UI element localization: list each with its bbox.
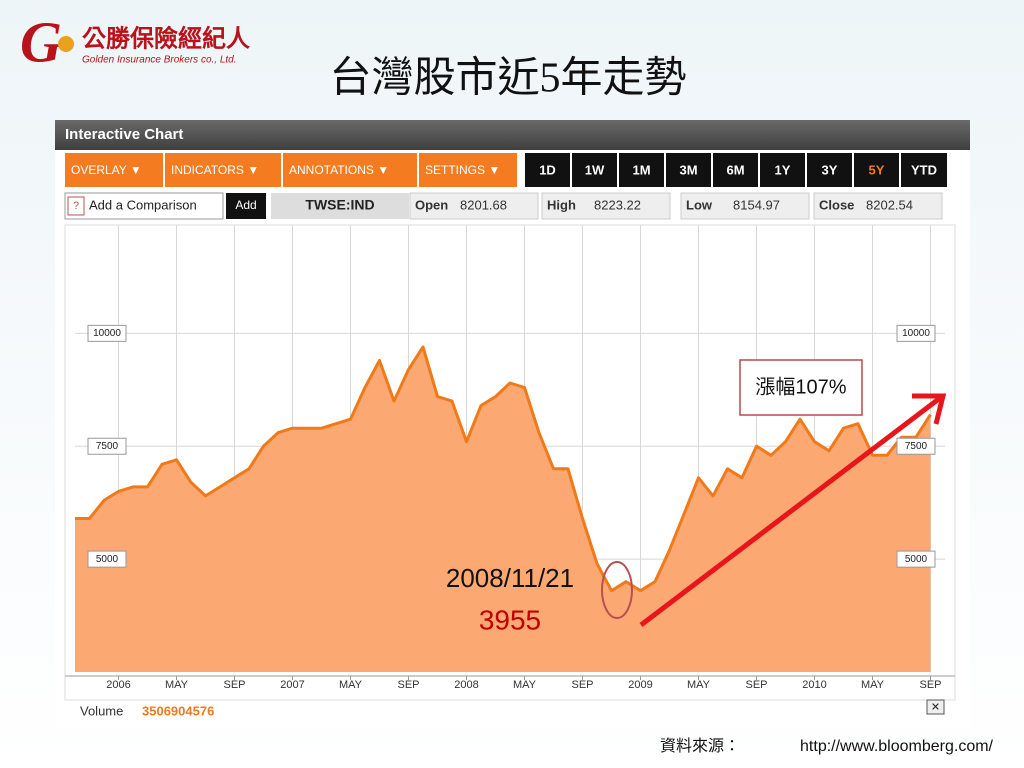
widget-header — [55, 120, 970, 150]
volume-value: 3506904576 — [142, 703, 214, 718]
x-tick-label: 2009 — [628, 679, 652, 691]
source-url: http://www.bloomberg.com/ — [800, 738, 994, 755]
range-label[interactable]: YTD — [911, 162, 937, 177]
range-label[interactable]: 1W — [585, 162, 605, 177]
source-label: 資料來源： — [660, 737, 740, 755]
quote-box — [541, 192, 671, 220]
price-line — [75, 345, 932, 593]
y-tick-box — [87, 437, 127, 455]
range-button[interactable] — [666, 153, 711, 187]
trend-arrow — [639, 396, 942, 627]
gain-box — [739, 359, 863, 416]
add-label[interactable]: Add — [235, 198, 256, 212]
compare-icon-box — [67, 196, 85, 216]
range-button[interactable] — [713, 153, 758, 187]
range-button[interactable] — [760, 153, 805, 187]
x-tick-label: SEP — [571, 679, 593, 691]
quote-label: Low — [686, 197, 713, 212]
toolbar: OVERLAY ▼ INDICATORS ▼ ANNOTATIONS ▼ SETTIN… — [64, 153, 947, 251]
slide-title: 台灣股市近5年走勢 — [329, 55, 686, 102]
y-tick-label-right: 7500 — [905, 441, 928, 452]
range-button[interactable] — [854, 153, 899, 187]
quote-box — [813, 192, 943, 220]
x-tick-label: SEP — [745, 679, 767, 691]
compare-icon: ? — [73, 200, 79, 212]
y-tick-box — [896, 324, 936, 342]
range-label[interactable]: 1Y — [775, 162, 791, 177]
menu-button[interactable] — [65, 153, 163, 187]
company-name-en: Golden Insurance Brokers co., Ltd. — [82, 55, 237, 66]
symbol: TWSE:IND — [305, 197, 374, 213]
x-tick-label: MAY — [861, 679, 885, 691]
low-date: 2008/11/21 — [446, 563, 574, 593]
menu-label[interactable]: OVERLAY ▼ — [71, 163, 142, 177]
x-tick-label: MAY — [513, 679, 537, 691]
menu-button[interactable] — [165, 153, 281, 187]
y-tick-label-left: 7500 — [96, 441, 119, 452]
symbol-box — [271, 193, 409, 219]
y-tick-label-left: 5000 — [96, 554, 119, 565]
quote-value: 8201.68 — [460, 197, 507, 212]
range-button[interactable] — [807, 153, 852, 187]
x-tick-label: 2006 — [106, 679, 130, 691]
range-label[interactable]: 1D — [539, 162, 556, 177]
quote-box — [680, 192, 810, 220]
y-tick-label-right: 10000 — [902, 328, 930, 339]
trend-arrow-head — [912, 393, 947, 425]
x-tick-label: SEP — [919, 679, 941, 691]
quote-label: High — [547, 197, 576, 212]
menu-label[interactable]: INDICATORS ▼ — [171, 163, 259, 177]
range-label[interactable]: 1M — [632, 162, 650, 177]
range-button[interactable] — [572, 153, 617, 187]
y-tick-box — [896, 550, 936, 568]
range-button[interactable] — [525, 153, 570, 187]
menu-button[interactable] — [283, 153, 417, 187]
menu-button[interactable] — [419, 153, 517, 187]
compare-label[interactable]: Add a Comparison — [89, 197, 197, 212]
y-tick-label-right: 5000 — [905, 554, 928, 565]
gain-label: 漲幅107% — [755, 375, 846, 398]
low-circle — [601, 561, 633, 619]
range-label[interactable]: 6M — [726, 162, 744, 177]
y-tick-box — [896, 437, 936, 455]
quote-value: 8202.54 — [866, 197, 913, 212]
x-tick-label: 2007 — [280, 679, 304, 691]
company-name: 公勝保險經紀人 — [82, 24, 250, 52]
quote-value: 8154.97 — [733, 197, 780, 212]
menu-label[interactable]: ANNOTATIONS ▼ — [289, 163, 389, 177]
y-tick-box — [87, 550, 127, 568]
y-tick-label-left: 10000 — [93, 328, 121, 339]
range-label[interactable]: 3M — [679, 162, 697, 177]
x-tick-label: SEP — [223, 679, 245, 691]
close-icon[interactable]: ✕ — [931, 701, 940, 713]
add-button[interactable] — [226, 193, 266, 219]
y-tick-box — [87, 324, 127, 342]
x-tick-label: MAY — [165, 679, 189, 691]
x-tick-label: MAY — [687, 679, 711, 691]
quote-label: Close — [819, 197, 854, 212]
low-value: 3955 — [479, 604, 541, 635]
range-label[interactable]: 3Y — [822, 162, 838, 177]
area-fill — [75, 346, 931, 672]
quote-value: 8223.22 — [594, 197, 641, 212]
plot: 5000 5000 7500 7500 10000 10000 2006 MAY SEP 2007… — [65, 225, 955, 691]
range-button[interactable] — [901, 153, 947, 187]
x-tick-label: MAY — [339, 679, 363, 691]
close-button[interactable] — [926, 699, 945, 715]
x-tick-label: SEP — [397, 679, 419, 691]
quote-box — [409, 192, 539, 220]
menu-label[interactable]: SETTINGS ▼ — [425, 163, 500, 177]
volume-label: Volume — [80, 703, 123, 718]
range-label[interactable]: 5Y — [869, 162, 885, 177]
widget-title: Interactive Chart — [65, 126, 183, 143]
x-tick-label: 2008 — [454, 679, 478, 691]
logo-letter: G — [20, 9, 62, 74]
logo-dot — [58, 36, 74, 52]
quote-label: Open — [415, 197, 448, 212]
x-tick-label: 2010 — [802, 679, 826, 691]
compare-input[interactable] — [64, 192, 224, 220]
range-button[interactable] — [619, 153, 664, 187]
